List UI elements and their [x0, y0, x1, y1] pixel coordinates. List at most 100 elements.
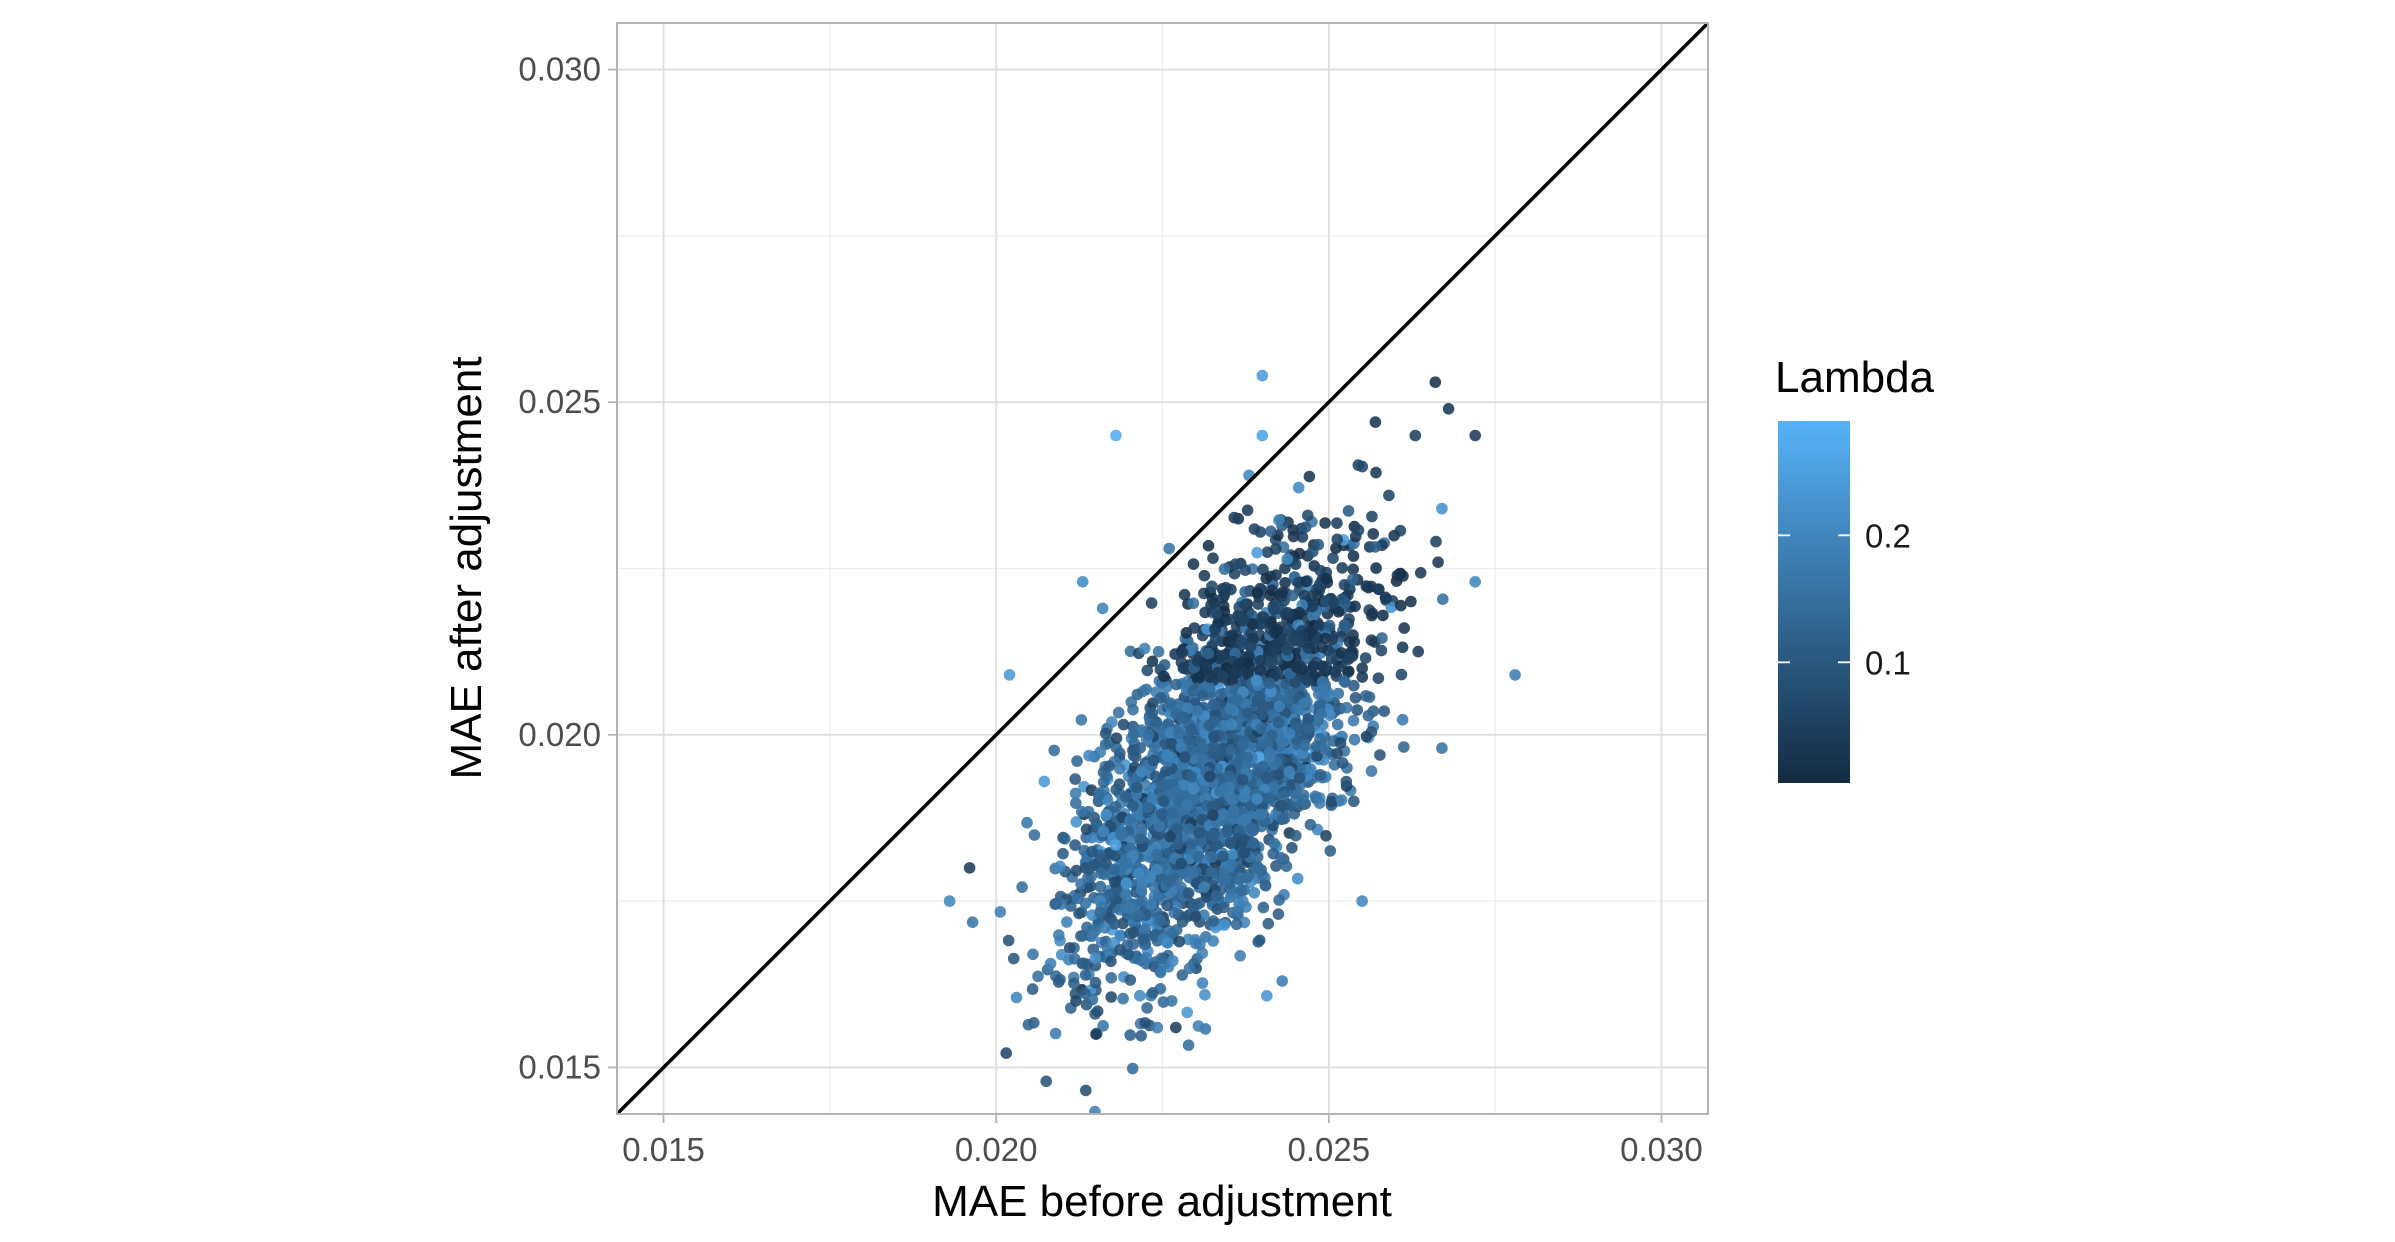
data-point — [1366, 609, 1378, 622]
data-point — [1086, 993, 1099, 1006]
data-point — [1003, 669, 1016, 681]
data-point — [1187, 597, 1200, 610]
data-point — [1409, 429, 1422, 442]
data-point — [1007, 952, 1020, 965]
data-point — [1133, 1123, 1145, 1135]
data-point — [1360, 730, 1373, 743]
x-tick-label: 0.015 — [622, 1131, 705, 1168]
data-point — [1261, 990, 1273, 1002]
data-point — [1151, 848, 1163, 861]
data-point — [1206, 801, 1219, 813]
data-point — [1080, 1084, 1092, 1097]
data-point — [1299, 521, 1312, 533]
data-point — [1148, 881, 1161, 893]
data-point — [1436, 742, 1448, 754]
data-point — [1272, 716, 1285, 729]
data-point — [1117, 718, 1130, 731]
data-point — [1089, 976, 1102, 989]
data-point — [1185, 744, 1198, 756]
data-point — [1279, 562, 1291, 575]
data-point — [1292, 481, 1305, 494]
data-point — [1208, 731, 1220, 743]
data-point — [1264, 525, 1277, 538]
data-point — [1286, 842, 1298, 854]
data-point — [1314, 769, 1327, 781]
data-point — [1290, 661, 1303, 673]
data-point — [1161, 899, 1173, 912]
data-point — [1372, 672, 1385, 684]
data-point — [1272, 908, 1285, 920]
data-point — [1127, 703, 1139, 716]
data-point — [1260, 572, 1272, 585]
data-point — [1331, 718, 1344, 731]
data-point — [1149, 770, 1162, 783]
data-point — [1380, 592, 1392, 605]
data-point — [1218, 901, 1230, 914]
data-point — [1110, 429, 1122, 442]
data-point — [1347, 550, 1360, 562]
data-point — [1099, 922, 1111, 934]
data-point — [1209, 633, 1222, 645]
data-point — [1165, 995, 1178, 1007]
data-point — [1283, 765, 1296, 778]
data-point — [1140, 952, 1153, 964]
data-point — [1261, 772, 1273, 784]
data-point — [1331, 747, 1343, 760]
data-point — [1241, 657, 1254, 669]
data-point — [1131, 688, 1144, 701]
data-point — [1320, 830, 1332, 842]
data-point — [1236, 739, 1249, 751]
data-point — [1289, 794, 1302, 806]
data-point — [1225, 858, 1237, 871]
data-point — [1026, 983, 1039, 995]
data-point — [1227, 793, 1240, 806]
data-point — [1327, 552, 1339, 564]
data-point — [1186, 866, 1199, 879]
data-point — [1290, 635, 1302, 647]
data-point — [1124, 1029, 1136, 1041]
data-point — [1251, 851, 1264, 863]
data-point — [1055, 948, 1068, 961]
data-point — [1156, 808, 1168, 820]
data-point — [1126, 1062, 1139, 1075]
data-point — [1090, 818, 1103, 830]
data-point — [1432, 556, 1444, 568]
grid-major — [617, 23, 1708, 1114]
data-point — [1267, 847, 1279, 860]
data-point — [1297, 698, 1310, 710]
data-point — [1153, 890, 1165, 902]
data-point — [1210, 607, 1223, 619]
data-point — [1405, 595, 1417, 608]
data-point — [1187, 782, 1200, 795]
data-point — [1263, 655, 1275, 668]
data-point — [1061, 916, 1073, 928]
data-point — [1086, 930, 1099, 942]
data-point — [1069, 773, 1081, 785]
data-point — [1109, 801, 1122, 813]
data-point — [1237, 895, 1249, 907]
data-point — [1032, 970, 1044, 983]
x-axis-title: MAE before adjustment — [932, 1177, 1392, 1226]
data-point — [1304, 763, 1317, 775]
data-point — [1178, 779, 1191, 791]
data-point — [1257, 702, 1269, 715]
data-point — [1204, 770, 1216, 783]
data-point — [1365, 765, 1378, 777]
data-point — [1230, 918, 1243, 931]
data-point — [1263, 677, 1276, 689]
data-point — [1349, 600, 1361, 613]
data-point — [963, 862, 976, 874]
data-point — [1197, 742, 1210, 754]
data-point — [1146, 655, 1159, 668]
data-point — [1241, 504, 1254, 517]
data-point — [1252, 936, 1264, 948]
data-point — [1182, 1039, 1195, 1051]
data-point — [1289, 676, 1302, 689]
data-point — [1244, 640, 1257, 653]
data-point — [1233, 864, 1246, 876]
data-point — [1110, 741, 1122, 754]
data-point — [1237, 614, 1249, 627]
data-point — [1157, 795, 1170, 807]
data-point — [1178, 751, 1191, 763]
data-point — [1164, 830, 1176, 843]
